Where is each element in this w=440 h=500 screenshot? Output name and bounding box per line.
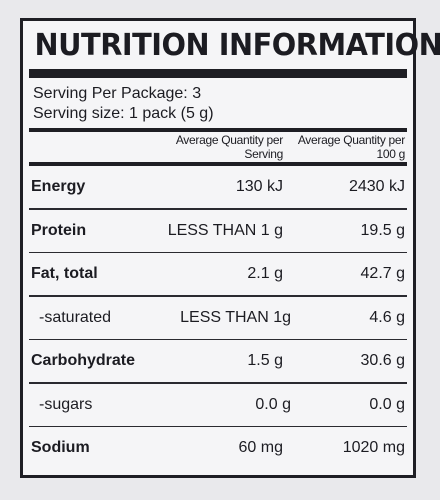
per-serving-value: 1.5 g [247,352,283,369]
nutrient-name: Energy [31,178,86,195]
divider-mid [29,128,407,132]
per-serving-value: LESS THAN 1g [180,308,291,326]
per-serving-value: 0.0 g [255,395,291,413]
divider-thin [29,338,407,340]
per-100g-value: 2430 kJ [348,178,405,195]
per-100g-value: 42.7 g [360,265,405,282]
divider-thin [29,425,407,427]
nutrient-name: -saturated [39,308,112,326]
nutrient-name: Fat, total [31,265,98,282]
nutrient-name: Sodium [31,439,90,456]
per-serving-value: 2.1 g [247,265,283,282]
per-100g-value: 4.6 g [369,308,405,326]
nutrient-row-fat-total: Fat, total 2.1 g 42.7 g [23,253,413,295]
serving-per-package: Serving Per Package: 3 [33,85,202,102]
per-100g-value: 30.6 g [360,352,405,369]
nutrient-name: Carbohydrate [31,352,136,369]
nutrient-name: Protein [31,221,87,239]
column-header-per-100g: Average Quantity per 100 g [297,133,405,161]
nutrient-row-carbohydrate: Carbohydrate 1.5 g 30.6 g [23,340,413,382]
panel-title: NUTRITION INFORMATION [34,28,440,63]
divider-thin [29,251,407,253]
serving-size: Serving size: 1 pack (5 g) [33,105,214,122]
per-100g-value: 0.0 g [369,395,405,413]
column-header-row: Average Quantity per Serving Average Qua… [23,132,413,162]
nutrient-row-saturated: -saturated LESS THAN 1g 4.6 g [23,297,413,339]
nutrient-row-sugars: -sugars 0.0 g 0.0 g [23,384,413,426]
divider-thin [29,382,407,384]
serving-info: Serving Per Package: 3 Serving size: 1 p… [23,78,413,128]
per-serving-value: 60 mg [238,439,283,456]
per-100g-value: 1020 mg [342,439,405,456]
nutrient-row-energy: Energy 130 kJ 2430 kJ [23,166,413,208]
divider-thick [29,69,407,78]
divider-mid [29,162,407,166]
divider-thin [29,295,407,297]
nutrient-row-sodium: Sodium 60 mg 1020 mg [23,427,413,469]
per-serving-value: 130 kJ [235,178,283,195]
nutrient-row-protein: Protein LESS THAN 1 g 19.5 g [23,210,413,252]
nutrition-panel: NUTRITION INFORMATION Serving Per Packag… [20,18,440,478]
divider-thin [29,208,407,210]
per-100g-value: 19.5 g [360,221,405,239]
nutrient-name: -sugars [39,395,93,413]
column-header-per-serving: Average Quantity per Serving [175,133,283,161]
per-serving-value: LESS THAN 1 g [167,221,283,239]
